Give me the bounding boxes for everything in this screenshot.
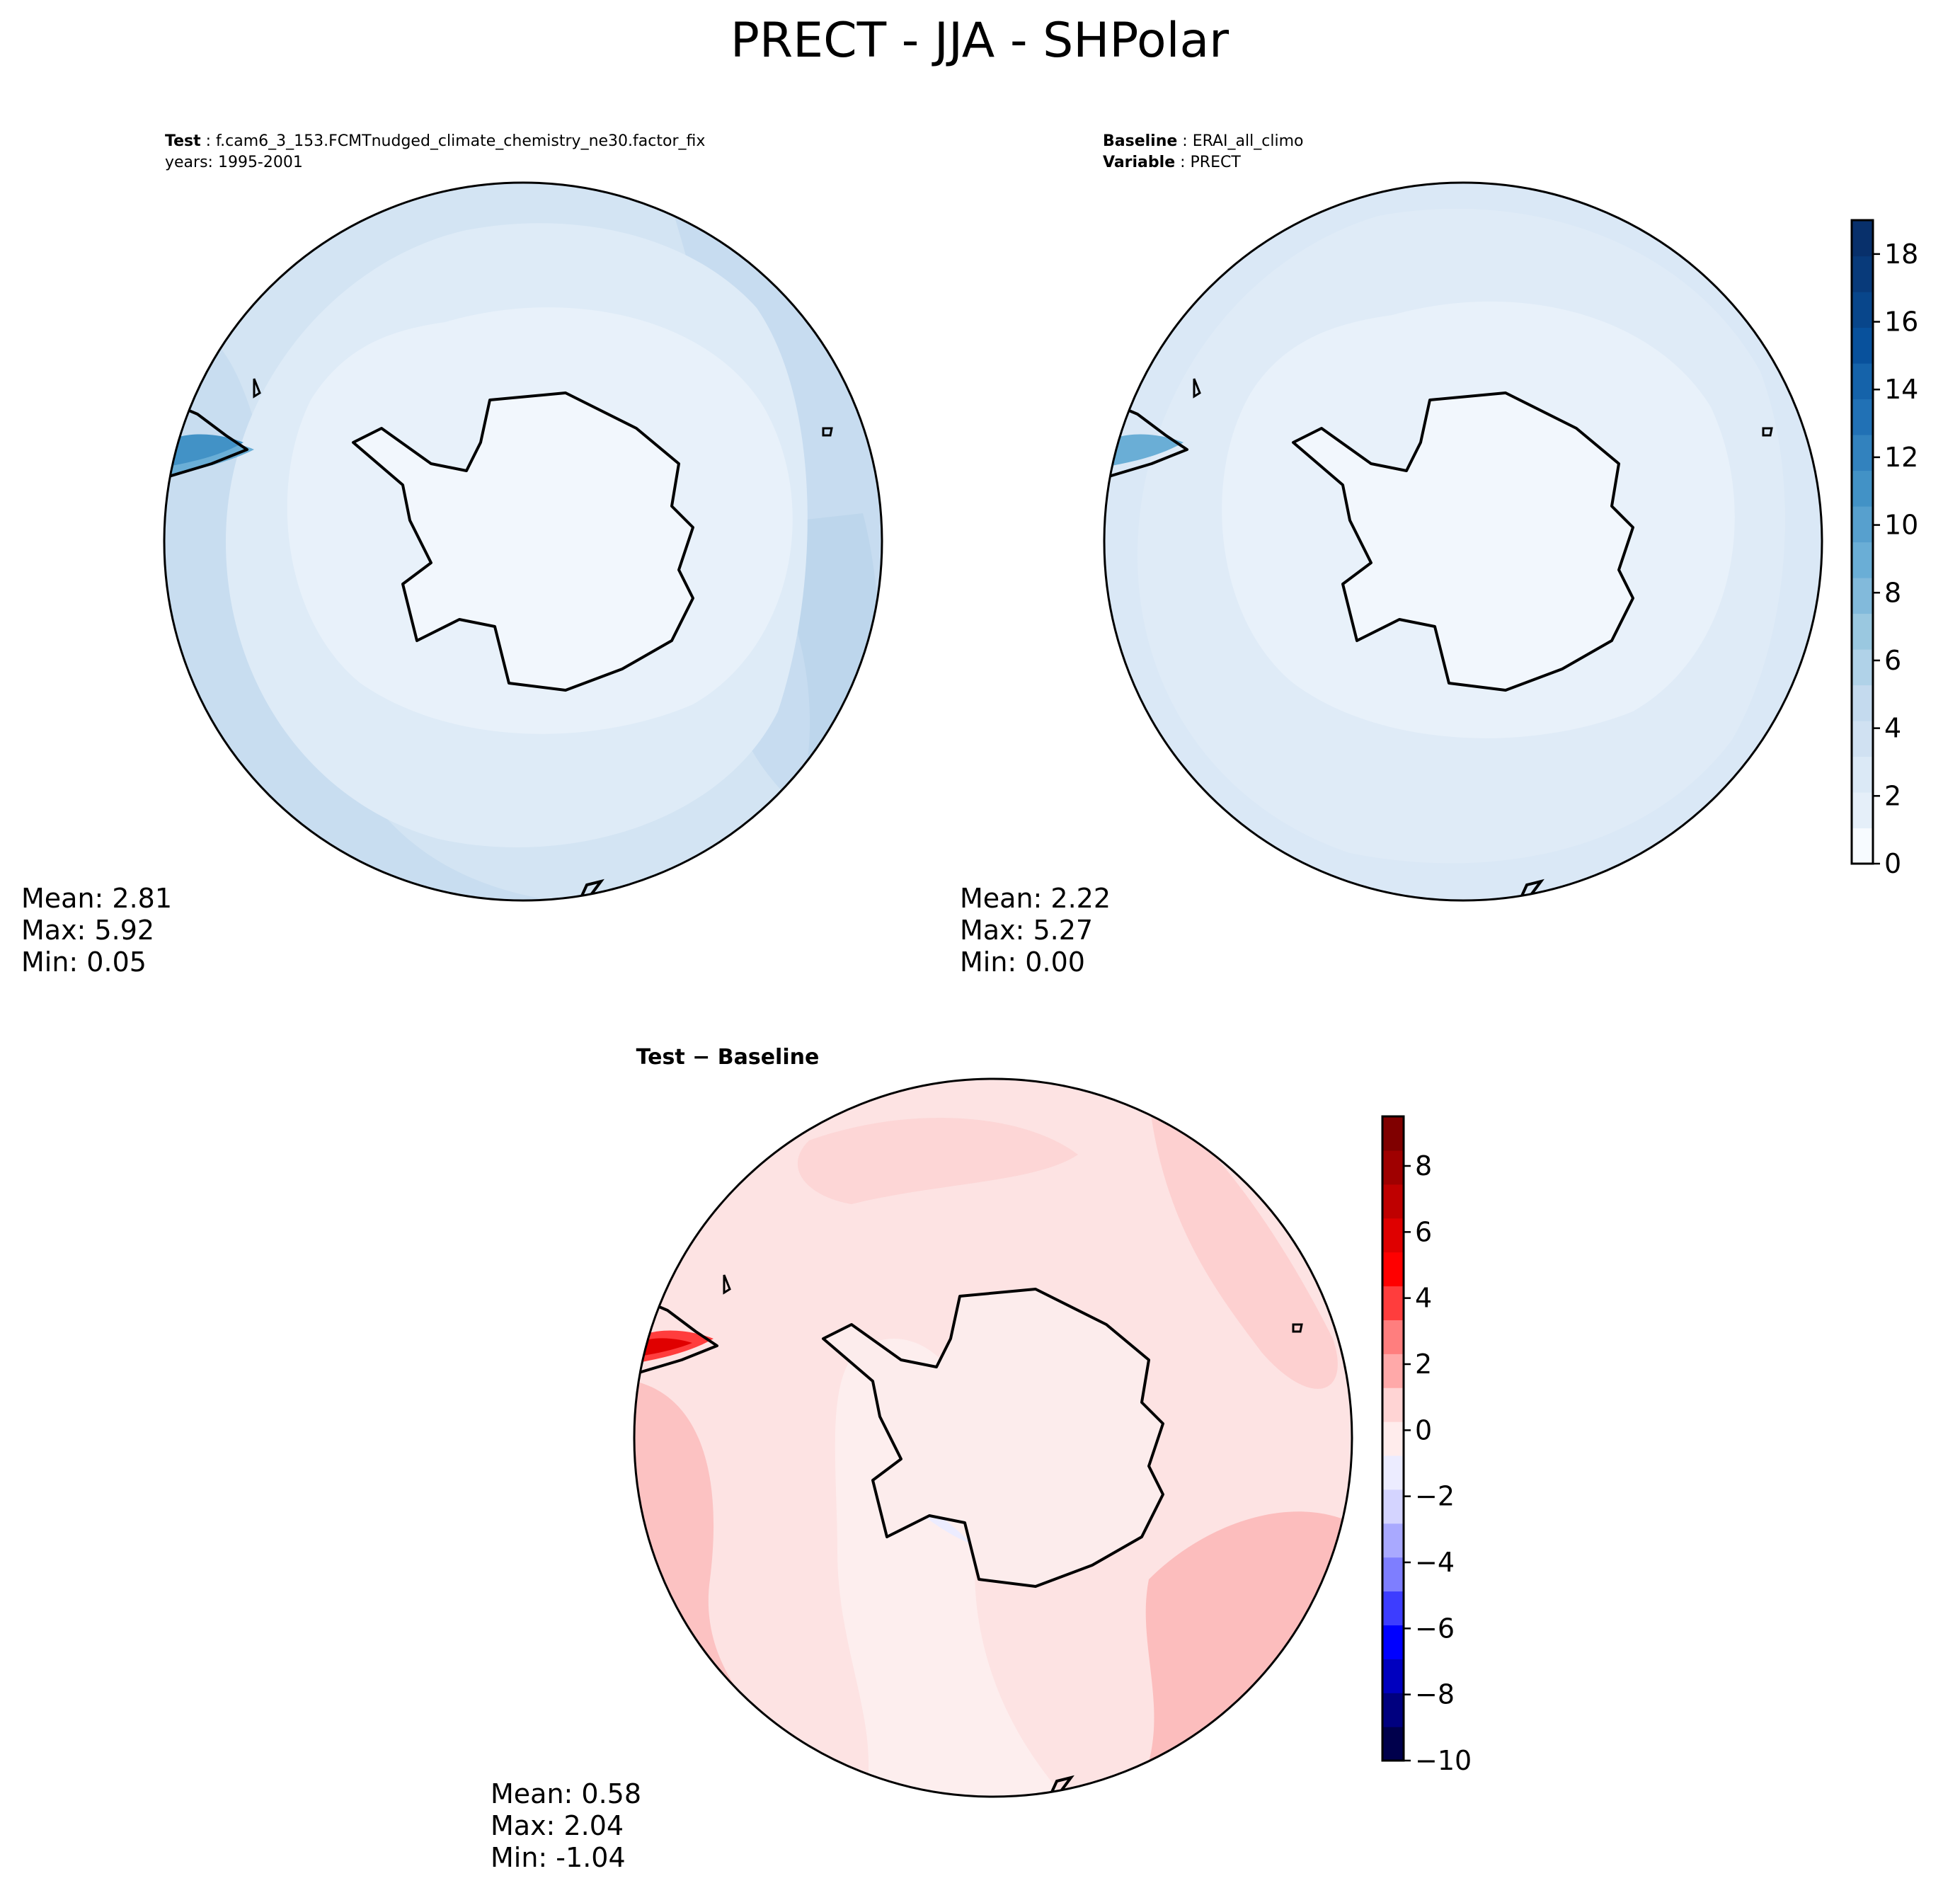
baseline-mean: Mean: 2.22 (960, 883, 1111, 914)
blues-colorbar-band (1852, 292, 1873, 328)
blues-colorbar-band (1852, 256, 1873, 292)
blues-colorbar-band (1852, 649, 1873, 686)
diff-title: Test − Baseline (636, 1045, 820, 1070)
test-mean: Mean: 2.81 (21, 883, 172, 914)
blues-colorbar-tick-label: 8 (1884, 577, 1901, 608)
blues-colorbar-frame (1850, 219, 1874, 865)
seismic-colorbar: 8 6 4 2 0 −2 −4 −6 −8 −10 (1381, 1115, 1472, 1776)
seismic-colorbar-tick-label: 4 (1415, 1283, 1432, 1314)
baseline-peninsula-max (1104, 434, 1184, 467)
seismic-colorbar-band (1382, 1218, 1404, 1253)
seismic-colorbar-tick-label: −2 (1415, 1481, 1455, 1512)
blues-colorbar-tick-label: 12 (1884, 442, 1918, 473)
blues-colorbar-band (1852, 327, 1873, 364)
seismic-colorbar-band (1382, 1625, 1404, 1659)
blues-colorbar-band (1852, 613, 1873, 650)
baseline-panel: Baseline : ERAI_all_climo Variable : PRE… (960, 132, 1918, 978)
test-antarctica-coast (352, 391, 694, 692)
seismic-colorbar-band (1382, 1320, 1404, 1354)
blues-colorbar-band (1852, 756, 1873, 793)
blues-colorbar-band (1852, 828, 1873, 864)
blues-colorbar-band (1852, 685, 1873, 721)
seismic-colorbar-band (1382, 1184, 1404, 1219)
seismic-colorbar-band (1382, 1659, 1404, 1693)
seismic-colorbar-tick-label: −8 (1415, 1679, 1455, 1710)
blues-colorbar-band (1852, 506, 1873, 543)
blues-colorbar-tick-label: 18 (1884, 239, 1918, 270)
diff-map (633, 1077, 1353, 1798)
diff-panel: Test − Baseline Mean: 0.58 (491, 1045, 1472, 1873)
seismic-colorbar-tick-label: 0 (1415, 1414, 1432, 1446)
test-header-line2: years: 1995-2001 (165, 154, 303, 171)
blues-colorbar-tick-label: 6 (1884, 645, 1901, 676)
diff-antarctica-coast (822, 1288, 1164, 1588)
blues-colorbar-band (1852, 470, 1873, 507)
baseline-map (1103, 181, 1823, 902)
blues-colorbar-tick-label: 14 (1884, 374, 1918, 405)
seismic-colorbar-band (1382, 1591, 1404, 1626)
test-max: Max: 5.92 (21, 915, 154, 946)
blues-colorbar-band (1852, 399, 1873, 435)
seismic-colorbar-band (1382, 1455, 1404, 1490)
seismic-colorbar-band (1382, 1489, 1404, 1524)
blues-colorbar-band (1852, 363, 1873, 400)
baseline-header-line2: Variable : PRECT (1103, 154, 1241, 171)
seismic-colorbar-tick-label: −10 (1415, 1745, 1472, 1776)
test-map (163, 181, 883, 902)
seismic-colorbar-band (1382, 1116, 1404, 1151)
seismic-colorbar-frame (1381, 1115, 1405, 1762)
blues-colorbar-tick-label: 4 (1884, 713, 1901, 744)
seismic-colorbar-tick-label: −6 (1415, 1613, 1455, 1644)
seismic-colorbar-tick-label: 8 (1415, 1150, 1432, 1182)
blues-colorbar-tick-label: 0 (1884, 848, 1901, 879)
seismic-colorbar-band (1382, 1286, 1404, 1320)
seismic-colorbar-band (1382, 1523, 1404, 1558)
seismic-colorbar-band (1382, 1354, 1404, 1388)
seismic-colorbar-band (1382, 1693, 1404, 1727)
blues-colorbar-band (1852, 220, 1873, 257)
baseline-min: Min: 0.00 (960, 946, 1085, 978)
figure-title: PRECT - JJA - SHPolar (730, 13, 1229, 69)
baseline-antarctica-coast (1292, 391, 1634, 692)
baseline-max: Max: 5.27 (960, 915, 1093, 946)
seismic-colorbar-tick-label: 6 (1415, 1216, 1432, 1247)
blues-colorbar-band (1852, 542, 1873, 578)
seismic-colorbar-band (1382, 1388, 1404, 1422)
seismic-colorbar-tick-label: 2 (1415, 1349, 1432, 1380)
seismic-colorbar-band (1382, 1727, 1404, 1761)
baseline-header-line1: Baseline : ERAI_all_climo (1103, 132, 1303, 150)
blues-colorbar-band (1852, 578, 1873, 614)
blues-colorbar-tick-label: 16 (1884, 307, 1918, 338)
diff-mean: Mean: 0.58 (491, 1778, 641, 1809)
diff-max: Max: 2.04 (491, 1810, 624, 1841)
blues-colorbar-band (1852, 792, 1873, 829)
test-panel: Test : f.cam6_3_153.FCMTnudged_climate_c… (21, 132, 883, 978)
blues-colorbar: 0 2 4 6 8 10 12 14 16 18 (1850, 219, 1918, 879)
diff-min: Min: -1.04 (491, 1842, 626, 1873)
blues-colorbar-band (1852, 721, 1873, 757)
blues-colorbar-tick-label: 10 (1884, 510, 1918, 541)
blues-colorbar-tick-label: 2 (1884, 780, 1901, 811)
seismic-colorbar-tick-label: −4 (1415, 1547, 1455, 1578)
test-min: Min: 0.05 (21, 946, 147, 978)
seismic-colorbar-band (1382, 1150, 1404, 1185)
seismic-colorbar-band (1382, 1421, 1404, 1456)
seismic-colorbar-band (1382, 1252, 1404, 1287)
blues-colorbar-band (1852, 435, 1873, 471)
seismic-colorbar-band (1382, 1557, 1404, 1592)
test-header-line1: Test : f.cam6_3_153.FCMTnudged_climate_c… (165, 132, 705, 150)
